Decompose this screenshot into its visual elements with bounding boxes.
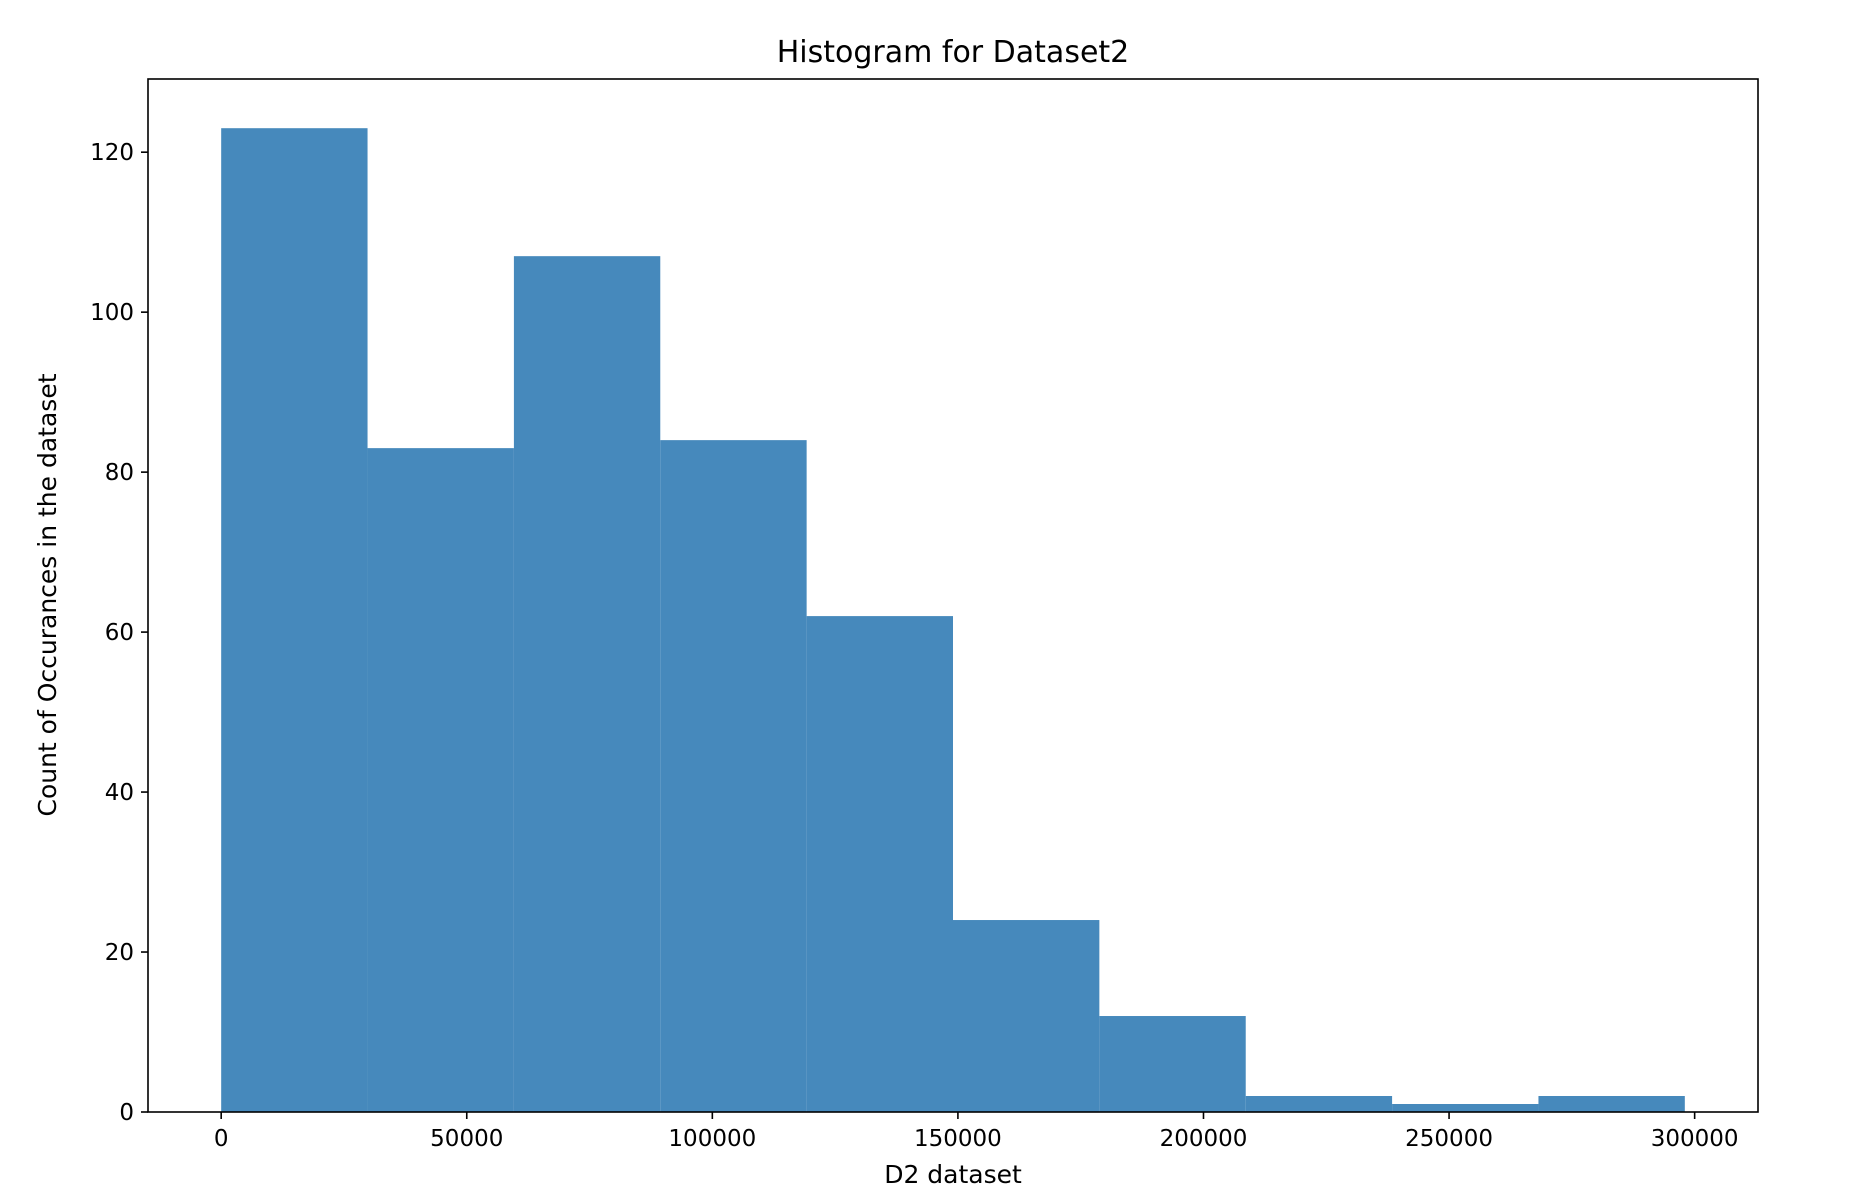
x-tick-label: 0 xyxy=(214,1126,229,1152)
y-tick-label: 120 xyxy=(90,140,134,166)
y-tick-label: 20 xyxy=(105,940,134,966)
y-axis-label: Count of Occurances in the dataset xyxy=(33,373,62,816)
histogram-bar xyxy=(1392,1104,1539,1112)
y-tick-label: 40 xyxy=(105,780,134,806)
histogram-bar xyxy=(806,616,953,1112)
histogram-bar xyxy=(367,448,514,1112)
x-tick-label: 250000 xyxy=(1405,1126,1493,1152)
y-axis-ticks: 0 20 40 60 80 100 120 xyxy=(90,140,148,1126)
histogram-bar xyxy=(660,440,807,1112)
histogram-bar xyxy=(513,256,661,1112)
x-tick-label: 300000 xyxy=(1651,1126,1739,1152)
histogram-bar xyxy=(1245,1096,1393,1112)
y-tick-label: 100 xyxy=(90,300,134,326)
y-tick-label: 80 xyxy=(105,460,134,486)
x-tick-label: 100000 xyxy=(668,1126,756,1152)
bars-layer xyxy=(221,128,1685,1112)
histogram-bar xyxy=(221,128,368,1112)
x-axis-label: D2 dataset xyxy=(884,1160,1022,1188)
histogram-bar xyxy=(1099,1016,1246,1112)
x-tick-label: 50000 xyxy=(430,1126,503,1152)
x-axis-ticks: 0 50000 100000 150000 200000 250000 300000 xyxy=(214,1112,1739,1152)
chart-title: Histogram for Dataset2 xyxy=(777,35,1130,70)
x-tick-label: 200000 xyxy=(1160,1126,1248,1152)
histogram-bar xyxy=(1538,1096,1685,1112)
y-tick-label: 60 xyxy=(105,620,134,646)
x-tick-label: 150000 xyxy=(914,1126,1002,1152)
histogram-bar xyxy=(953,920,1100,1112)
plot-area-frame xyxy=(147,78,1759,1113)
y-tick-label: 0 xyxy=(119,1100,134,1126)
